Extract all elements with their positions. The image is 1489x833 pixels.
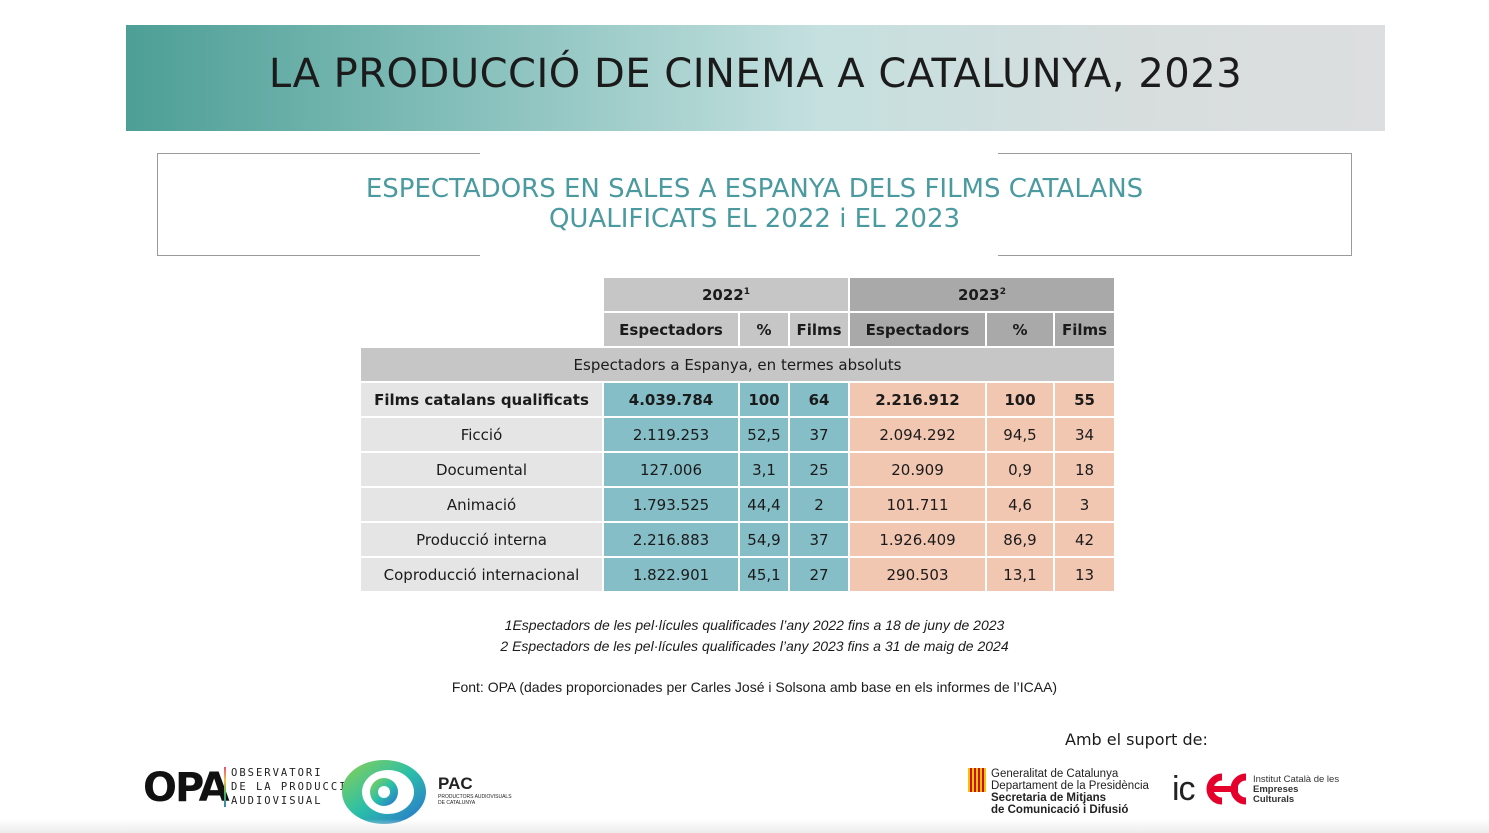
subtitle: ESPECTADORS EN SALES A ESPANYA DELS FILM…	[157, 174, 1352, 234]
frame-gap	[480, 150, 998, 156]
cell-percent-2022: 52,5	[740, 418, 788, 451]
cell-films-2022: 25	[790, 453, 848, 486]
frame-gap	[480, 253, 998, 259]
cell-percent-2022: 3,1	[740, 453, 788, 486]
cell-spectators-2023: 101.711	[850, 488, 985, 521]
cell-films-2022: 37	[790, 418, 848, 451]
opa-logo-subtitle: OBSERVATORI DE LA PRODUCCIÓ AUDIOVISUAL	[231, 767, 356, 807]
cell-films-2022: 64	[790, 383, 848, 416]
column-header: Espectadors	[604, 313, 738, 346]
column-header-row: Espectadors % Films Espectadors % Films	[361, 313, 1114, 346]
subtitle-line: ESPECTADORS EN SALES A ESPANYA DELS FILM…	[365, 174, 1144, 204]
footnotes: 1Espectadors de les pel·lícules qualific…	[0, 615, 1489, 657]
cell-films-2022: 37	[790, 523, 848, 556]
cell-films-2023: 42	[1055, 523, 1114, 556]
table-row: Animació 1.793.525 44,4 2 101.711 4,6 3	[361, 488, 1114, 521]
pac-logo-subtitle: PRODUCTORS AUDIOVISUALS DE CATALUNYA	[438, 794, 512, 806]
opa-logo-bar	[224, 767, 226, 807]
cell-percent-2023: 100	[987, 383, 1053, 416]
row-label: Coproducció internacional	[361, 558, 602, 591]
icec-logo-icon	[1206, 773, 1247, 805]
opa-logo-text: OPA	[143, 765, 230, 811]
cell-films-2023: 3	[1055, 488, 1114, 521]
cell-percent-2023: 0,9	[987, 453, 1053, 486]
cell-spectators-2023: 2.094.292	[850, 418, 985, 451]
pac-eye-icon	[342, 760, 426, 824]
cell-percent-2023: 94,5	[987, 418, 1053, 451]
cell-percent-2022: 44,4	[740, 488, 788, 521]
year-header-row: 20221 20232	[361, 278, 1114, 311]
table-row: Coproducció internacional 1.822.901 45,1…	[361, 558, 1114, 591]
cell-percent-2022: 45,1	[740, 558, 788, 591]
section-label: Espectadors a Espanya, en termes absolut…	[361, 348, 1114, 381]
icec-logo-text: ic	[1172, 770, 1196, 808]
cell-spectators-2023: 290.503	[850, 558, 985, 591]
cell-spectators-2022: 1.822.901	[604, 558, 738, 591]
bottom-shade	[0, 819, 1489, 833]
generalitat-logo-text: Generalitat de Catalunya Departament de …	[991, 768, 1149, 816]
cell-films-2023: 34	[1055, 418, 1114, 451]
row-label: Films catalans qualificats	[361, 383, 602, 416]
footnote-2: 2 Espectadors de les pel·lícules qualifi…	[500, 638, 1009, 654]
row-label: Documental	[361, 453, 602, 486]
cell-percent-2023: 4,6	[987, 488, 1053, 521]
cell-films-2022: 2	[790, 488, 848, 521]
column-header: Films	[1055, 313, 1114, 346]
cell-spectators-2022: 4.039.784	[604, 383, 738, 416]
source-note: Font: OPA (dades proporcionades per Carl…	[451, 679, 1058, 695]
cell-films-2023: 55	[1055, 383, 1114, 416]
row-label: Ficció	[361, 418, 602, 451]
row-label: Animació	[361, 488, 602, 521]
year-2022-header: 20221	[604, 278, 848, 311]
support-label: Amb el suport de:	[1065, 730, 1208, 749]
cell-spectators-2023: 20.909	[850, 453, 985, 486]
pac-logo-text: PAC	[438, 774, 473, 793]
cell-spectators-2022: 2.216.883	[604, 523, 738, 556]
column-header: Films	[790, 313, 848, 346]
table-row: Documental 127.006 3,1 25 20.909 0,9 18	[361, 453, 1114, 486]
table-row: Producció interna 2.216.883 54,9 37 1.92…	[361, 523, 1114, 556]
column-header: %	[987, 313, 1053, 346]
cell-percent-2023: 13,1	[987, 558, 1053, 591]
column-header: Espectadors	[850, 313, 985, 346]
cell-spectators-2022: 127.006	[604, 453, 738, 486]
icec-logo-subtitle: Institut Català de les Empreses Cultural…	[1253, 774, 1340, 805]
footnote-1: 1Espectadors de les pel·lícules qualific…	[504, 617, 1005, 633]
cell-spectators-2023: 1.926.409	[850, 523, 985, 556]
cell-percent-2022: 54,9	[740, 523, 788, 556]
row-label: Producció interna	[361, 523, 602, 556]
year-2023-header: 20232	[850, 278, 1114, 311]
cell-percent-2022: 100	[740, 383, 788, 416]
cell-percent-2023: 86,9	[987, 523, 1053, 556]
cell-spectators-2022: 1.793.525	[604, 488, 738, 521]
column-header: %	[740, 313, 788, 346]
generalitat-flag-icon	[968, 768, 986, 792]
section-row: Espectadors a Espanya, en termes absolut…	[361, 348, 1114, 381]
cell-films-2023: 18	[1055, 453, 1114, 486]
page-title: LA PRODUCCIÓ DE CINEMA A CATALUNYA, 2023	[268, 51, 1243, 97]
table-row: Ficció 2.119.253 52,5 37 2.094.292 94,5 …	[361, 418, 1114, 451]
cell-films-2023: 13	[1055, 558, 1114, 591]
cell-films-2022: 27	[790, 558, 848, 591]
spectators-table: 20221 20232 Espectadors % Films Espectad…	[359, 276, 1116, 593]
table-row: Films catalans qualificats 4.039.784 100…	[361, 383, 1114, 416]
cell-spectators-2022: 2.119.253	[604, 418, 738, 451]
title-banner: LA PRODUCCIÓ DE CINEMA A CATALUNYA, 2023	[126, 25, 1385, 131]
cell-spectators-2023: 2.216.912	[850, 383, 985, 416]
subtitle-line: QUALIFICATS EL 2022 i EL 2023	[548, 204, 961, 234]
